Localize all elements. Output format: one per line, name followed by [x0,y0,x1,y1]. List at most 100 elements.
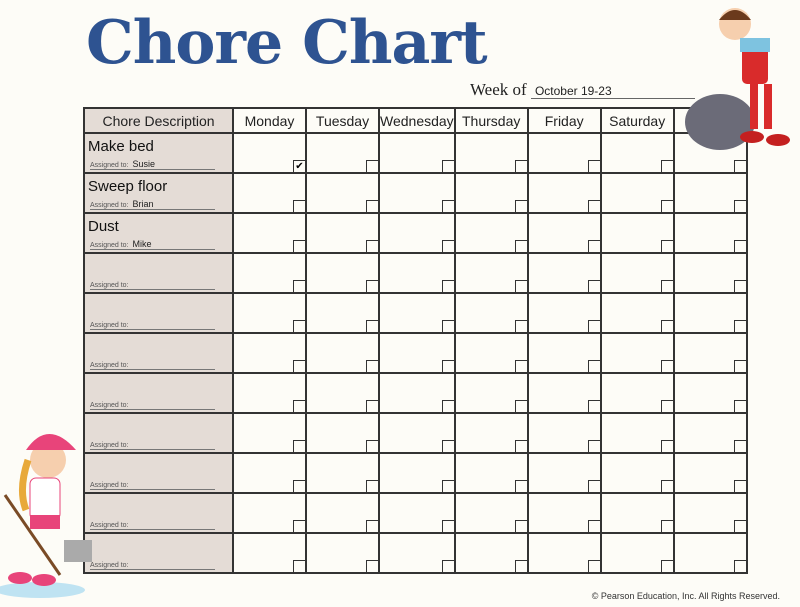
chore-cell[interactable]: Assigned to: [83,412,234,454]
checkbox[interactable] [293,280,305,292]
chore-table: Chore Description Monday Tuesday Wednesday T… [83,107,748,574]
checkbox[interactable] [293,520,305,532]
checkbox[interactable] [587,360,600,372]
checkbox[interactable] [441,480,454,492]
checkbox[interactable] [366,240,378,252]
checkbox[interactable] [733,160,746,172]
checkbox[interactable] [366,320,378,332]
chore-cell[interactable]: Sweep floor Assigned to: Brian [83,172,234,214]
chore-cell[interactable]: Assigned to: [83,452,234,494]
table-row: Assigned to: [83,452,748,494]
checkbox[interactable] [441,320,454,332]
checkbox[interactable] [441,200,454,212]
checkbox[interactable] [366,360,378,372]
checkbox[interactable] [514,400,527,412]
checkbox[interactable] [441,520,454,532]
checkbox[interactable] [733,280,746,292]
checkbox[interactable] [733,400,746,412]
checkbox[interactable] [514,200,527,212]
checkbox[interactable] [587,440,600,452]
checkbox[interactable] [733,440,746,452]
checkbox[interactable] [587,200,600,212]
chore-cell[interactable]: Make bed Assigned to: Susie [83,132,234,174]
week-value[interactable]: October 19-23 [530,84,695,99]
checkbox[interactable] [587,320,600,332]
checkbox[interactable] [441,240,454,252]
checkbox[interactable] [366,520,378,532]
checkbox[interactable] [660,360,673,372]
checkbox[interactable] [587,240,600,252]
checkbox[interactable] [660,480,673,492]
chore-cell[interactable]: Assigned to: [83,292,234,334]
checkbox[interactable] [587,280,600,292]
checkbox[interactable] [366,280,378,292]
checkbox[interactable] [514,440,527,452]
chore-cell[interactable]: Assigned to: [83,252,234,294]
checkbox[interactable] [441,400,454,412]
checkbox[interactable] [514,560,527,572]
checkbox[interactable] [293,560,305,572]
chore-cell[interactable]: Assigned to: [83,492,234,534]
checkbox[interactable] [293,360,305,372]
checkbox[interactable] [660,520,673,532]
checkbox[interactable] [441,280,454,292]
checkbox[interactable] [366,560,378,572]
chore-name [88,258,232,276]
checkbox[interactable] [366,480,378,492]
day-cell [672,372,748,414]
checkbox[interactable] [366,160,378,172]
checkbox[interactable] [293,400,305,412]
checkbox[interactable] [514,320,527,332]
checkbox[interactable] [293,240,305,252]
checkbox[interactable] [587,400,600,412]
checkbox[interactable] [366,200,378,212]
checkbox[interactable] [366,440,378,452]
checkbox[interactable] [733,360,746,372]
checkbox[interactable] [733,560,746,572]
checkbox[interactable] [514,240,527,252]
checkbox[interactable] [293,440,305,452]
checkbox[interactable] [660,200,673,212]
checkbox[interactable] [660,320,673,332]
checkbox[interactable] [293,480,305,492]
checkbox[interactable] [514,360,527,372]
assigned-label: Assigned to: [90,322,129,329]
day-cell [672,332,748,374]
checkbox[interactable] [733,520,746,532]
checkbox[interactable] [587,160,600,172]
checkbox[interactable] [660,160,673,172]
checkbox[interactable] [514,280,527,292]
day-cell [599,452,675,494]
checkbox[interactable] [293,200,305,212]
checkbox[interactable] [441,360,454,372]
day-cell [378,452,456,494]
chore-cell[interactable]: Assigned to: [83,372,234,414]
chore-cell[interactable]: Dust Assigned to: Mike [83,212,234,254]
checkbox[interactable] [733,320,746,332]
checkbox[interactable] [660,280,673,292]
checkbox[interactable] [441,560,454,572]
checkbox[interactable] [441,440,454,452]
assigned-label: Assigned to: [90,522,129,529]
checkbox[interactable] [587,560,600,572]
checkbox[interactable] [660,400,673,412]
checkbox[interactable] [514,160,527,172]
day-cell [526,172,602,214]
checkbox[interactable] [660,560,673,572]
checkbox[interactable] [366,400,378,412]
checkbox[interactable] [660,240,673,252]
checkbox[interactable] [733,480,746,492]
checkbox[interactable] [293,320,305,332]
checkbox[interactable] [660,440,673,452]
checkbox[interactable] [587,480,600,492]
checkbox[interactable] [733,200,746,212]
checkbox[interactable]: ✔ [293,160,305,172]
checkbox[interactable] [587,520,600,532]
chore-cell[interactable]: Assigned to: [83,332,234,374]
checkbox[interactable] [441,160,454,172]
checkbox[interactable] [733,240,746,252]
checkbox[interactable] [514,480,527,492]
checkbox[interactable] [514,520,527,532]
chore-cell[interactable]: Assigned to: [83,532,234,574]
day-cell [305,252,380,294]
